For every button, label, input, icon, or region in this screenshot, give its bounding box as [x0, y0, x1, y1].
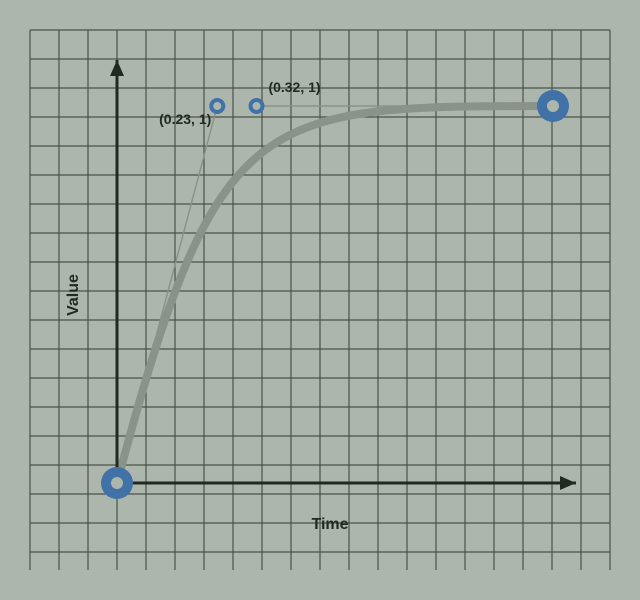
x-axis-arrow-icon [560, 476, 576, 490]
control-point-1-inner [213, 102, 221, 110]
endpoint-end-inner [547, 100, 559, 112]
control-point-2-label: (0.32, 1) [268, 79, 320, 95]
chart-svg: (0.32, 1) (0.23, 1) Time Value [0, 0, 640, 600]
y-axis-label: Value [65, 274, 82, 316]
endpoint-start-inner [111, 477, 123, 489]
bezier-curve-chart: { "chart": { "type": "cubic-bezier-curve… [0, 0, 640, 600]
control-point-1-label: (0.23, 1) [159, 111, 211, 127]
x-axis-label: Time [311, 516, 348, 533]
handle-line-1 [117, 106, 217, 483]
y-axis-arrow-icon [110, 60, 124, 76]
control-point-2-inner [253, 102, 261, 110]
easing-curve [117, 106, 553, 483]
